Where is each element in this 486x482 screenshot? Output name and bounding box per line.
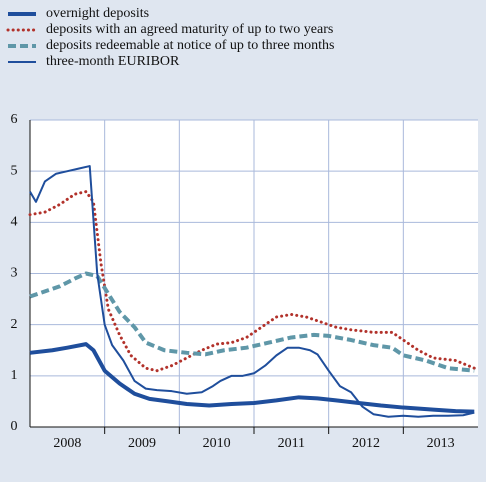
legend-label: deposits redeemable at notice of up to t… [46, 38, 334, 53]
legend-label: overnight deposits [46, 6, 149, 21]
x-tick-label: 2011 [278, 436, 305, 451]
x-tick-label: 2012 [352, 436, 380, 451]
y-tick-label: 4 [11, 215, 18, 230]
y-tick-label: 3 [11, 266, 18, 281]
series-line [28, 190, 476, 373]
x-tick-label: 2009 [128, 436, 156, 451]
x-tick-label: 2010 [203, 436, 231, 451]
x-tick-label: 2008 [53, 436, 81, 451]
y-tick-label: 6 [11, 112, 18, 127]
legend-label: deposits with an agreed maturity of up t… [46, 22, 333, 37]
series-line [29, 342, 475, 414]
series-line [29, 165, 475, 418]
series-line [29, 271, 475, 373]
y-tick-label: 1 [11, 368, 18, 383]
x-tick-label: 2013 [427, 436, 455, 451]
y-tick-label: 0 [11, 419, 18, 434]
y-tick-label: 2 [11, 317, 18, 332]
legend-label: three-month EURIBOR [46, 54, 180, 69]
y-tick-label: 5 [11, 163, 18, 178]
